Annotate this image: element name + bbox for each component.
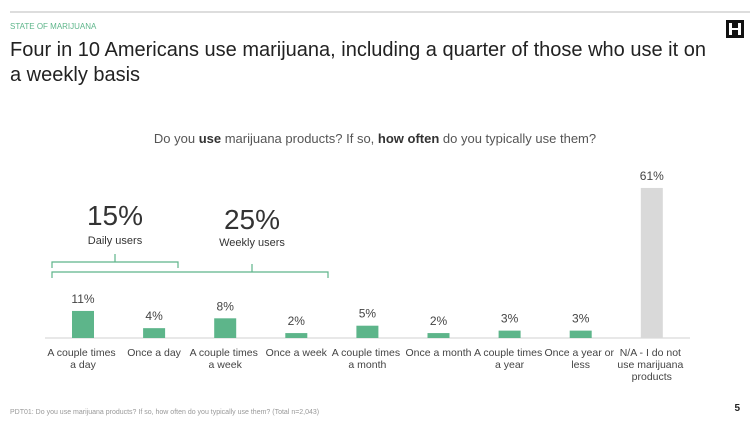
x-tick-label: A couple times a year <box>474 347 545 371</box>
x-tick-label: Once a year or less <box>545 347 617 371</box>
value-label: 2% <box>430 314 448 328</box>
subtitle: Do you use marijuana products? If so, ho… <box>154 131 596 146</box>
x-tick-label: Once a week <box>266 347 328 359</box>
logo <box>726 20 744 38</box>
bar <box>143 328 166 338</box>
bar <box>72 310 94 338</box>
subtitle-part: marijuana products? If so, <box>221 131 378 146</box>
value-label: 5% <box>359 307 377 321</box>
annotation-label: Daily users <box>88 235 143 247</box>
x-tick-label: N/A - I do not use marijuana products <box>617 347 686 383</box>
subtitle-part: Do you <box>154 131 199 146</box>
x-tick-label: A couple times a week <box>190 347 261 371</box>
annotation-value: 15% <box>87 200 143 231</box>
annotation-value: 25% <box>224 204 280 235</box>
value-label: 8% <box>217 299 235 313</box>
page-number: 5 <box>734 403 740 414</box>
bar <box>427 333 450 338</box>
subtitle-part: use <box>199 131 221 146</box>
value-label: 2% <box>288 314 306 328</box>
value-label: 11% <box>71 292 94 306</box>
x-tick-label: A couple times a day <box>47 347 118 371</box>
bar <box>285 333 308 338</box>
value-label: 3% <box>572 312 590 326</box>
bar <box>640 187 663 338</box>
bar <box>214 318 237 338</box>
x-tick-label: A couple times a month <box>332 347 403 371</box>
subtitle-part: how often <box>378 131 439 146</box>
title: Four in 10 Americans use marijuana, incl… <box>10 39 712 86</box>
value-label: 61% <box>640 169 664 183</box>
brackets <box>51 254 329 278</box>
bar <box>356 325 379 338</box>
header: STATE OF MARIJUANA <box>10 22 97 31</box>
value-label: 3% <box>501 312 519 326</box>
footnote: PDT01: Do you use marijuana products? If… <box>10 409 319 416</box>
bar <box>569 330 592 338</box>
value-label: 4% <box>145 309 163 323</box>
x-tick-label: Once a month <box>406 347 472 359</box>
annotation-label: Weekly users <box>219 237 285 249</box>
subtitle-part: do you typically use them? <box>439 131 596 146</box>
x-tick-label: Once a day <box>127 347 181 359</box>
bar <box>498 330 521 338</box>
